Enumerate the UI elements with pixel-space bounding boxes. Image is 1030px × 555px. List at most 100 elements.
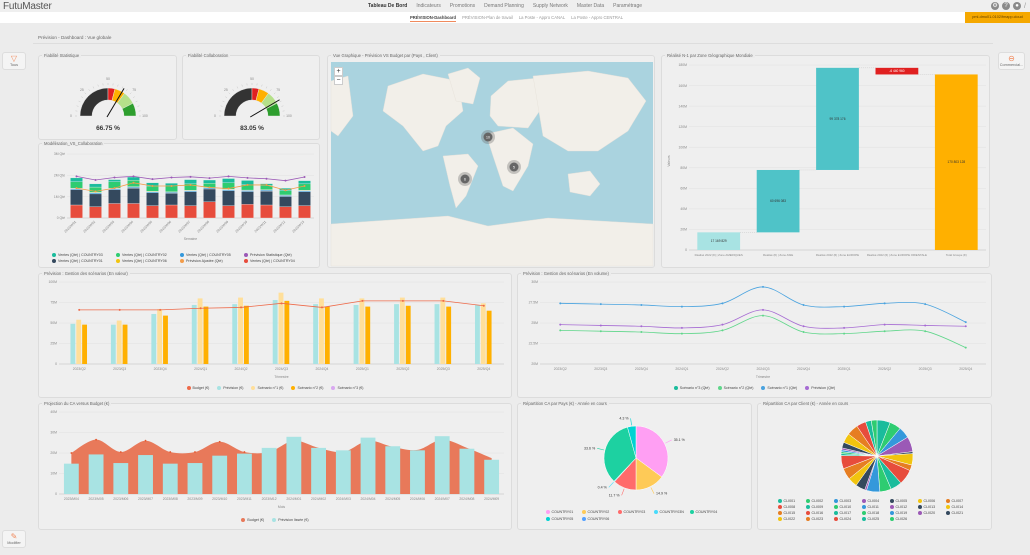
x-tick-label: 2024/M06 [410,497,425,501]
legend-item[interactable]: CLI010 [833,505,860,509]
forecast-point [227,175,230,178]
legend-marker [805,511,810,515]
legend-item[interactable]: Scénario n°2 (€) [291,386,323,390]
legend-item[interactable]: Prévision lissée (€) [272,518,309,522]
budget-point [320,306,323,309]
legend-item[interactable]: Scénario n°3 (€) [331,386,364,390]
map-zoom-out-button[interactable]: − [334,76,343,85]
menu-item-parametrage[interactable]: Paramétrage [613,3,643,9]
tab-appro-canal[interactable]: La Poste - Appro CANAL [518,15,566,20]
user-icon[interactable]: ● [1013,2,1022,10]
legend-item[interactable]: COUNTRY06 [581,517,616,521]
help-icon[interactable]: ? [1002,2,1011,10]
legend-item[interactable]: Prévision Ajustée (Qté) [180,259,242,263]
legend-item[interactable]: CLI011 [861,505,888,509]
legend-item[interactable]: CLI004 [861,499,888,503]
legend-item[interactable]: COUNTRY05 [545,517,580,521]
budget-point [118,308,121,311]
legend-item[interactable]: CLI022 [777,517,804,521]
legend-item[interactable]: CLI019 [889,511,916,515]
pie-label-line [608,481,614,488]
menu-item-tableau-de-bord[interactable]: Tableau De Bord [368,3,408,9]
data-label: 17 169 829 [711,239,727,243]
legend-item[interactable]: CLI024 [833,517,860,521]
legend-marker [545,510,550,514]
divider [33,43,993,44]
forecast-point [208,186,211,189]
scenario-point [559,329,562,332]
land-mass [447,67,481,105]
menu-item-indicateurs[interactable]: Indicateurs [416,3,441,9]
bar [238,297,243,364]
legend-item[interactable]: CLI001 [777,499,804,503]
filter-button[interactable]: ▽ Tous [2,52,26,70]
legend-item[interactable]: CLI021 [945,511,972,515]
tab-appro-central[interactable]: La Poste - Appro CENTRAL [571,15,624,20]
menu-item-master-data[interactable]: Master Data [576,3,605,9]
legend-item[interactable]: Ventes (Qté) | COUNTRY02 [116,253,178,257]
legend-item[interactable]: Scénario n°1 (€) [251,386,283,390]
legend-item[interactable]: CLI002 [805,499,832,503]
legend-item[interactable]: COUNTRY02 [581,510,616,514]
legend-item[interactable]: CLI013 [917,505,944,509]
legend-item[interactable]: CLI026 [889,517,916,521]
map-zoom-in-button[interactable]: + [334,67,343,76]
legend-item[interactable]: COUNTRY03N [653,510,688,514]
x-tick-label: 2023/W12 [272,220,286,234]
menu-item-supply-network[interactable]: Supply Network [532,3,568,9]
scenario-point [762,285,764,288]
tab-prevision-dashboard[interactable]: PRÉVISION-Dashboard [410,15,457,22]
legend-item[interactable]: Scénario n°3 (Qté) [673,386,710,390]
sub-tab-bar: PRÉVISION-Dashboard PRÉVISION-Plan de tr… [0,12,1030,23]
budget-point [401,299,404,302]
pie-label-line [650,487,655,494]
legend-label: Scénario n°3 (Qté) [679,386,710,390]
menu-item-promotions[interactable]: Promotions [449,3,476,9]
legend-item[interactable]: Ventes (Qté) | COUNTRY01 [52,259,114,263]
legend-item[interactable]: Ventes (Qté) | COUNTRY03 [52,253,114,257]
chart-svg: 0 25 50 75 100 66.75 % [70,77,148,132]
legend-item[interactable]: Budget (€) [241,518,264,522]
legend-item[interactable]: CLI005 [889,499,916,503]
legend-item[interactable]: CLI017 [833,511,860,515]
scenario-line [560,286,966,323]
commercial-button[interactable]: ⊖ Commercial... [998,52,1025,70]
legend-item[interactable]: COUNTRY03 [617,510,652,514]
tab-prevision-plan-de-travail[interactable]: PRÉVISION-Plan de travail [462,15,513,20]
expand-icon[interactable]: / [1024,2,1026,10]
stacked-bar-segment [184,191,197,206]
gear-icon[interactable]: ⚙ [991,2,1000,10]
legend-item[interactable]: CLI007 [945,499,972,503]
legend-item[interactable]: CLI012 [889,505,916,509]
legend-item[interactable]: CLI018 [861,511,888,515]
legend-item[interactable]: CLI020 [917,511,944,515]
legend-item[interactable]: Prévision (€) [217,386,243,390]
forecast-point [132,175,135,178]
legend-item[interactable]: CLI015 [777,511,804,515]
legend-item[interactable]: Prévision Statistique (Qté) [244,253,306,257]
legend-item[interactable]: Prévision (Qté) [805,386,835,390]
forecast-point [246,176,249,179]
legend-item[interactable]: Ventes (Qté) | COUNTRY05 [180,253,242,257]
legend-item[interactable]: CLI016 [805,511,832,515]
menu-item-demand-planning[interactable]: Demand Planning [484,3,524,9]
gauge-tick [225,96,228,98]
legend-item[interactable]: COUNTRY01 [545,510,580,514]
stacked-bar-segment [108,203,121,219]
legend-item[interactable]: Budget (€) [186,386,209,390]
legend-item[interactable]: CLI009 [805,505,832,509]
legend-item[interactable]: CLI023 [805,517,832,521]
legend-item[interactable]: Scénario n°1 (Qté) [761,386,797,390]
legend-item[interactable]: Scénario n°2 (Qté) [717,386,753,390]
legend-item[interactable]: CLI003 [833,499,860,503]
legend-item[interactable]: CLI006 [917,499,944,503]
edit-button[interactable]: ✎ Modifier [2,530,26,548]
legend-item[interactable]: CLI025 [861,517,888,521]
legend-label: Ventes (Qté) | COUNTRY06 [122,259,167,263]
legend-item[interactable]: CLI014 [945,505,972,509]
legend-marker [945,511,950,515]
legend-item[interactable]: Ventes (Qté) | COUNTRY06 [116,259,178,263]
legend-item[interactable]: COUNTRY04 [689,510,724,514]
legend-item[interactable]: CLI008 [777,505,804,509]
legend-item[interactable]: Ventes (Qté) | COUNTRY04 [244,259,306,263]
